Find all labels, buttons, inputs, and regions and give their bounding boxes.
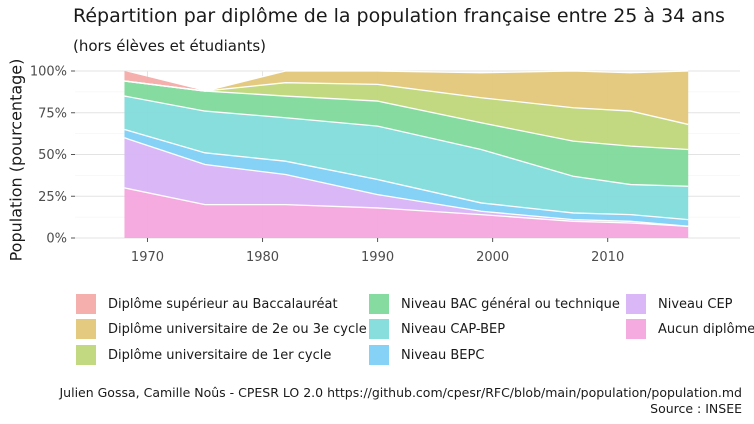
x-tick-label: 1970 [131, 250, 164, 265]
y-tick-label: 25% [38, 190, 67, 205]
x-tick-label: 2000 [476, 250, 509, 265]
area-boundary-line [124, 95, 689, 187]
y-tick-label: 100% [30, 65, 67, 80]
area-boundary-line [124, 128, 689, 221]
area-series-5 [124, 96, 689, 220]
x-tick-label: 1980 [246, 250, 279, 265]
area-boundary-line [124, 80, 689, 126]
chart-subtitle: (hors élèves et étudiants) [73, 37, 267, 55]
chart-title: Répartition par diplôme de la population… [73, 5, 725, 27]
area-series-6 [124, 129, 689, 227]
caption-source: Source : INSEE [650, 401, 742, 416]
area-boundary-line [124, 137, 689, 227]
x-tick-label: 1990 [361, 250, 394, 265]
area-series-3 [124, 81, 689, 150]
area-boundary-line [124, 187, 689, 227]
area-series-4 [124, 81, 689, 187]
area-series-8 [124, 187, 689, 238]
area-boundary-line [124, 70, 689, 92]
y-tick-label: 50% [38, 148, 67, 163]
x-tick-label: 2010 [591, 250, 624, 265]
area-boundary-line [124, 80, 689, 151]
y-tick-label: 75% [38, 106, 67, 121]
y-tick-label: 0% [46, 232, 67, 247]
caption-credits: Julien Gossa, Camille Noûs - CPESR LO 2.… [59, 385, 742, 400]
